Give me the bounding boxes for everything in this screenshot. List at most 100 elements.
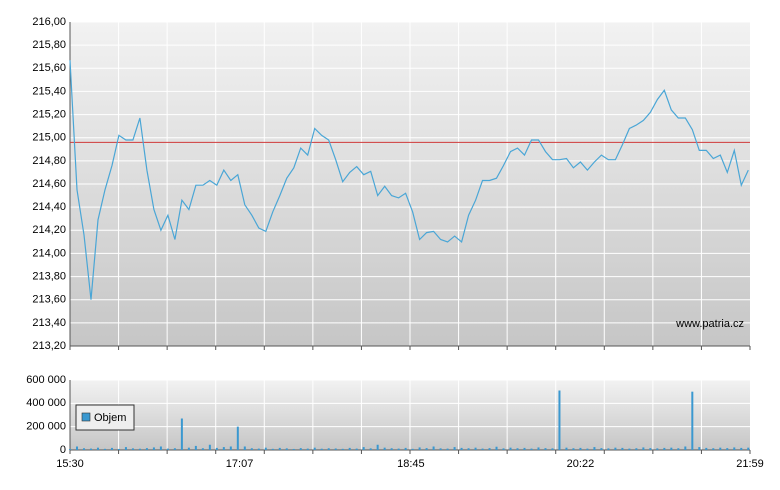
volume-bar xyxy=(341,448,344,450)
volume-bar xyxy=(103,448,106,450)
volume-bar xyxy=(236,426,239,450)
volume-bar xyxy=(691,391,694,450)
volume-bar xyxy=(586,448,589,450)
volume-bar xyxy=(565,447,568,450)
volume-bar xyxy=(467,448,470,450)
volume-bar xyxy=(425,448,428,450)
volume-bar xyxy=(397,448,400,450)
price-line xyxy=(69,60,749,300)
volume-bar xyxy=(502,448,505,450)
volume-bar xyxy=(418,447,421,450)
volume-bar xyxy=(446,448,449,450)
volume-bar xyxy=(537,447,540,450)
volume-bar xyxy=(299,448,302,450)
watermark: www.patria.cz xyxy=(675,318,744,330)
volume-bar xyxy=(712,448,715,450)
volume-bar xyxy=(208,444,211,450)
volume-bar xyxy=(75,446,78,450)
volume-bar xyxy=(131,448,134,450)
y-tick-label: 200 000 xyxy=(26,421,66,433)
y-tick-label: 213,80 xyxy=(32,270,66,282)
volume-bar xyxy=(82,448,85,450)
volume-bar xyxy=(334,448,337,450)
volume-bar xyxy=(656,448,659,450)
volume-bar xyxy=(292,448,295,450)
volume-bar xyxy=(649,448,652,450)
volume-bar xyxy=(117,448,120,450)
y-tick-label: 214,40 xyxy=(32,201,66,213)
volume-bar xyxy=(264,447,267,450)
x-tick-label: 18:45 xyxy=(397,458,425,470)
volume-bar xyxy=(481,448,484,450)
volume-bar xyxy=(495,446,498,450)
y-tick-label: 0 xyxy=(60,444,66,456)
volume-bar xyxy=(257,448,260,450)
volume-bar xyxy=(180,418,183,450)
volume-bar xyxy=(124,447,127,450)
volume-bar xyxy=(194,445,197,450)
volume-bar xyxy=(747,447,750,450)
volume-bar xyxy=(285,448,288,450)
volume-bar xyxy=(411,448,414,450)
y-tick-label: 213,20 xyxy=(32,340,66,352)
volume-bar xyxy=(677,448,680,450)
y-tick-label: 215,80 xyxy=(32,39,66,51)
x-tick-label: 21:59 xyxy=(736,458,764,470)
volume-bar xyxy=(390,448,393,450)
volume-bar xyxy=(474,447,477,450)
volume-bar xyxy=(138,448,141,450)
volume-bar xyxy=(698,447,701,450)
volume-bar xyxy=(271,448,274,450)
volume-bar xyxy=(159,446,162,450)
volume-bar xyxy=(628,448,631,450)
y-tick-label: 600 000 xyxy=(26,374,66,386)
volume-bar xyxy=(404,447,407,450)
volume-bar xyxy=(670,447,673,450)
y-tick-label: 215,20 xyxy=(32,108,66,120)
volume-bar xyxy=(621,447,624,450)
volume-bar xyxy=(460,447,463,450)
volume-bar xyxy=(96,447,99,450)
volume-bar xyxy=(278,447,281,450)
y-tick-label: 214,00 xyxy=(32,247,66,259)
volume-bar xyxy=(187,447,190,450)
volume-bar xyxy=(355,448,358,450)
volume-bar xyxy=(69,449,71,450)
volume-bar xyxy=(250,448,253,450)
y-tick-label: 214,60 xyxy=(32,178,66,190)
volume-bar xyxy=(635,448,638,450)
volume-bar xyxy=(362,447,365,450)
volume-bar xyxy=(152,447,155,450)
volume-bar xyxy=(376,444,379,450)
volume-bar xyxy=(600,448,603,450)
volume-bar xyxy=(313,447,316,450)
volume-bar xyxy=(642,447,645,450)
volume-bar xyxy=(530,448,533,450)
volume-bar xyxy=(705,447,708,450)
volume-bar xyxy=(201,448,204,450)
y-tick-label: 215,60 xyxy=(32,62,66,74)
y-tick-label: 213,60 xyxy=(32,294,66,306)
x-tick-label: 15:30 xyxy=(56,458,84,470)
volume-bar xyxy=(516,448,519,450)
volume-bar xyxy=(663,447,666,450)
y-tick-label: 215,40 xyxy=(32,85,66,97)
x-tick-label: 20:22 xyxy=(567,458,595,470)
volume-bar xyxy=(572,448,575,450)
volume-bar xyxy=(684,446,687,450)
y-tick-label: 215,00 xyxy=(32,132,66,144)
legend-swatch xyxy=(81,412,91,422)
volume-bar xyxy=(509,447,512,450)
volume-bar xyxy=(432,446,435,450)
volume-bar xyxy=(740,447,743,450)
volume-bar xyxy=(215,447,218,450)
volume-bar xyxy=(369,448,372,450)
x-tick-label: 17:07 xyxy=(226,458,254,470)
y-tick-label: 213,40 xyxy=(32,317,66,329)
volume-bar xyxy=(523,447,526,450)
volume-bar xyxy=(439,448,442,450)
y-tick-label: 400 000 xyxy=(26,397,66,409)
volume-bar xyxy=(229,446,232,450)
volume-bar xyxy=(558,390,561,450)
volume-bar xyxy=(488,448,491,450)
